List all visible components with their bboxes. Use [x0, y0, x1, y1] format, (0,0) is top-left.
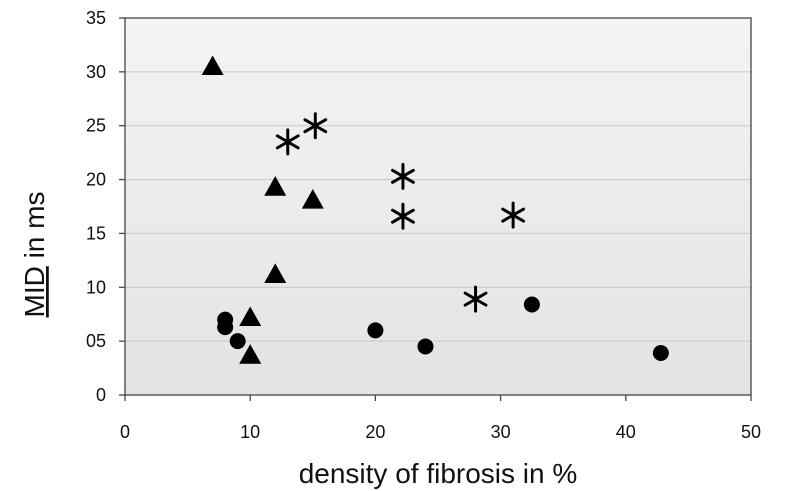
x-tick-label: 40 [616, 422, 636, 442]
y-axis-title: MID in ms [19, 191, 50, 317]
x-axis-title: density of fibrosis in % [299, 458, 578, 489]
y-tick-label: 15 [86, 223, 106, 243]
circle-point [367, 322, 384, 339]
y-tick-label: 10 [86, 277, 106, 297]
y-tick-label: 35 [86, 8, 106, 28]
y-tick-label: 20 [86, 170, 106, 190]
y-tick-label: 30 [86, 62, 106, 82]
triangle-point [239, 344, 262, 364]
x-tick-label: 0 [120, 422, 130, 442]
x-tick-label: 10 [240, 422, 260, 442]
triangle-point [301, 189, 324, 209]
gridlines [125, 71, 751, 342]
asterisk-point [275, 128, 300, 156]
y-axis-title-suffix: in ms [19, 191, 50, 266]
y-tick-label: 0 [96, 385, 106, 405]
triangle-point [264, 176, 287, 196]
circle-point [523, 296, 540, 313]
asterisk-point [391, 162, 415, 190]
circle-point [417, 338, 434, 355]
circle-point [652, 344, 669, 361]
asterisk-point [303, 112, 328, 140]
asterisk-point [501, 201, 526, 229]
x-tick-label: 20 [365, 422, 385, 442]
triangle-point [201, 55, 224, 76]
y-tick-label: 05 [86, 331, 106, 351]
triangle-point [264, 263, 287, 283]
x-tick-label: 30 [491, 422, 511, 442]
plot-frame [124, 17, 752, 396]
x-axis: 0 10 20 30 40 50 [120, 395, 761, 442]
circle-point [217, 319, 234, 336]
y-axis: 0 05 10 15 20 25 30 35 [86, 8, 125, 405]
asterisk-point [391, 202, 415, 230]
circle-point [229, 333, 246, 350]
data-points [201, 55, 669, 364]
y-tick-label: 25 [86, 116, 106, 136]
x-tick-label: 50 [741, 422, 761, 442]
asterisk-point [463, 285, 488, 313]
y-axis-title-prefix: MID [19, 266, 50, 317]
triangle-point [239, 306, 262, 327]
